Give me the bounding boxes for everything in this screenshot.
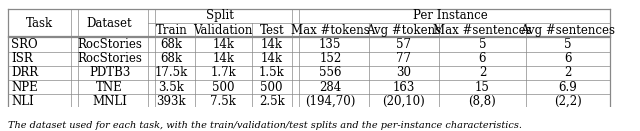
Text: 135: 135 — [319, 38, 342, 51]
Text: 284: 284 — [319, 81, 341, 94]
Text: 500: 500 — [212, 81, 234, 94]
Text: DRR: DRR — [12, 66, 38, 79]
Text: TNE: TNE — [96, 81, 123, 94]
Text: 14k: 14k — [260, 52, 283, 65]
Text: (8,8): (8,8) — [468, 95, 496, 108]
Text: Avg #sentences: Avg #sentences — [520, 24, 615, 37]
Text: 6: 6 — [564, 52, 572, 65]
Text: 393k: 393k — [157, 95, 186, 108]
Text: MNLI: MNLI — [92, 95, 127, 108]
Text: RocStories: RocStories — [77, 52, 142, 65]
Text: 68k: 68k — [161, 52, 182, 65]
Text: 68k: 68k — [161, 38, 182, 51]
Text: PDTB3: PDTB3 — [89, 66, 130, 79]
Text: Train: Train — [156, 24, 188, 37]
Text: 2: 2 — [564, 66, 572, 79]
Text: Split: Split — [206, 9, 234, 22]
Text: 14k: 14k — [260, 38, 283, 51]
Text: Max #tokens: Max #tokens — [291, 24, 370, 37]
Text: 77: 77 — [396, 52, 412, 65]
Text: 3.5k: 3.5k — [159, 81, 184, 94]
Text: 163: 163 — [393, 81, 415, 94]
Text: Max #sentences: Max #sentences — [433, 24, 532, 37]
Text: The dataset used for each task, with the train/validation/test splits and the pe: The dataset used for each task, with the… — [8, 121, 522, 130]
Text: 7.5k: 7.5k — [211, 95, 236, 108]
Text: 30: 30 — [396, 66, 412, 79]
Text: (194,70): (194,70) — [305, 95, 355, 108]
Text: ISR: ISR — [12, 52, 33, 65]
Text: Avg #tokens: Avg #tokens — [366, 24, 442, 37]
Text: 1.7k: 1.7k — [211, 66, 236, 79]
Text: (20,10): (20,10) — [383, 95, 425, 108]
Text: 14k: 14k — [212, 52, 234, 65]
Text: 2: 2 — [479, 66, 486, 79]
Text: 6: 6 — [479, 52, 486, 65]
Text: 5: 5 — [564, 38, 572, 51]
Text: 1.5k: 1.5k — [259, 66, 285, 79]
Text: Validation: Validation — [193, 24, 253, 37]
Text: 14k: 14k — [212, 38, 234, 51]
Text: NLI: NLI — [12, 95, 34, 108]
Text: Test: Test — [259, 24, 284, 37]
Text: NPE: NPE — [12, 81, 38, 94]
Text: SRO: SRO — [12, 38, 38, 51]
Text: 2.5k: 2.5k — [259, 95, 285, 108]
Text: 6.9: 6.9 — [558, 81, 577, 94]
Text: 57: 57 — [396, 38, 412, 51]
Text: 17.5k: 17.5k — [155, 66, 188, 79]
Text: Task: Task — [26, 17, 53, 29]
Text: RocStories: RocStories — [77, 38, 142, 51]
Text: 500: 500 — [260, 81, 283, 94]
Text: Dataset: Dataset — [87, 17, 132, 29]
Text: (2,2): (2,2) — [554, 95, 582, 108]
Text: Per Instance: Per Instance — [413, 9, 488, 22]
Text: 152: 152 — [319, 52, 341, 65]
Text: 5: 5 — [479, 38, 486, 51]
Text: 15: 15 — [475, 81, 490, 94]
Text: 556: 556 — [319, 66, 342, 79]
